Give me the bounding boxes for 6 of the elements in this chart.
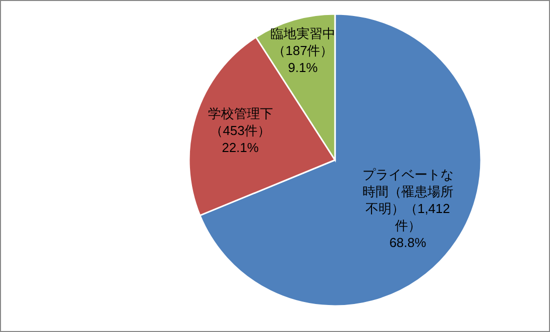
data-label: 68.8% xyxy=(389,235,426,250)
slice-label: プライベートな時間（罹患場所不明）（1,412件） xyxy=(362,167,454,234)
data-label: 22.1% xyxy=(222,140,259,155)
slice-label: 学校管理下（453件） xyxy=(208,106,273,138)
slice-label: 臨地実習中（187件） xyxy=(270,26,336,58)
data-label: 9.1% xyxy=(288,60,318,76)
